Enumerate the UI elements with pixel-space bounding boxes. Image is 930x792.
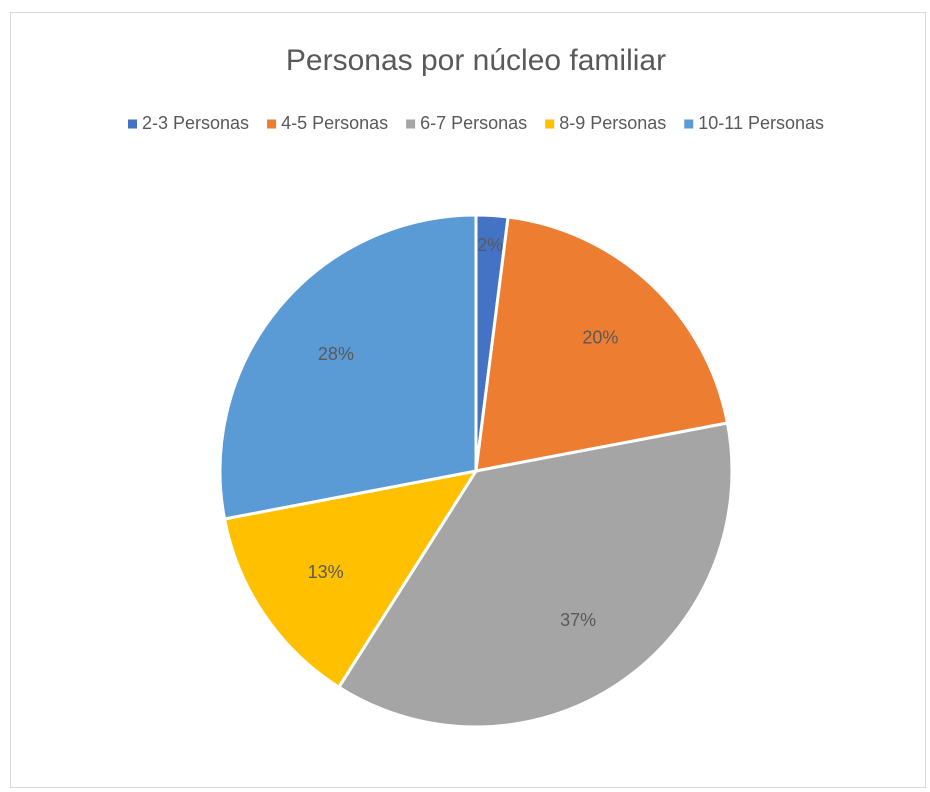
legend-marker [684,119,694,129]
data-label: 20% [582,327,618,347]
data-label: 28% [318,344,354,364]
data-label: 37% [560,610,596,630]
data-label: 13% [308,562,344,582]
legend-label: 8-9 Personas [559,113,666,133]
legend-marker [545,119,555,129]
pie-slice [222,468,480,690]
legend-label: 6-7 Personas [420,113,527,133]
pie-slice [336,421,734,729]
data-label: 2% [477,235,503,255]
pie-slice [474,215,730,473]
legend-label: 2-3 Personas [142,113,249,133]
legend-marker [267,119,277,129]
legend-marker [406,119,416,129]
legend-marker [128,119,137,129]
legend-label: 4-5 Personas [281,113,388,133]
legend-label: 10-11 Personas [698,113,824,133]
chart-title: Personas por núcleo familiar [286,44,666,77]
pie-slice [218,213,478,521]
